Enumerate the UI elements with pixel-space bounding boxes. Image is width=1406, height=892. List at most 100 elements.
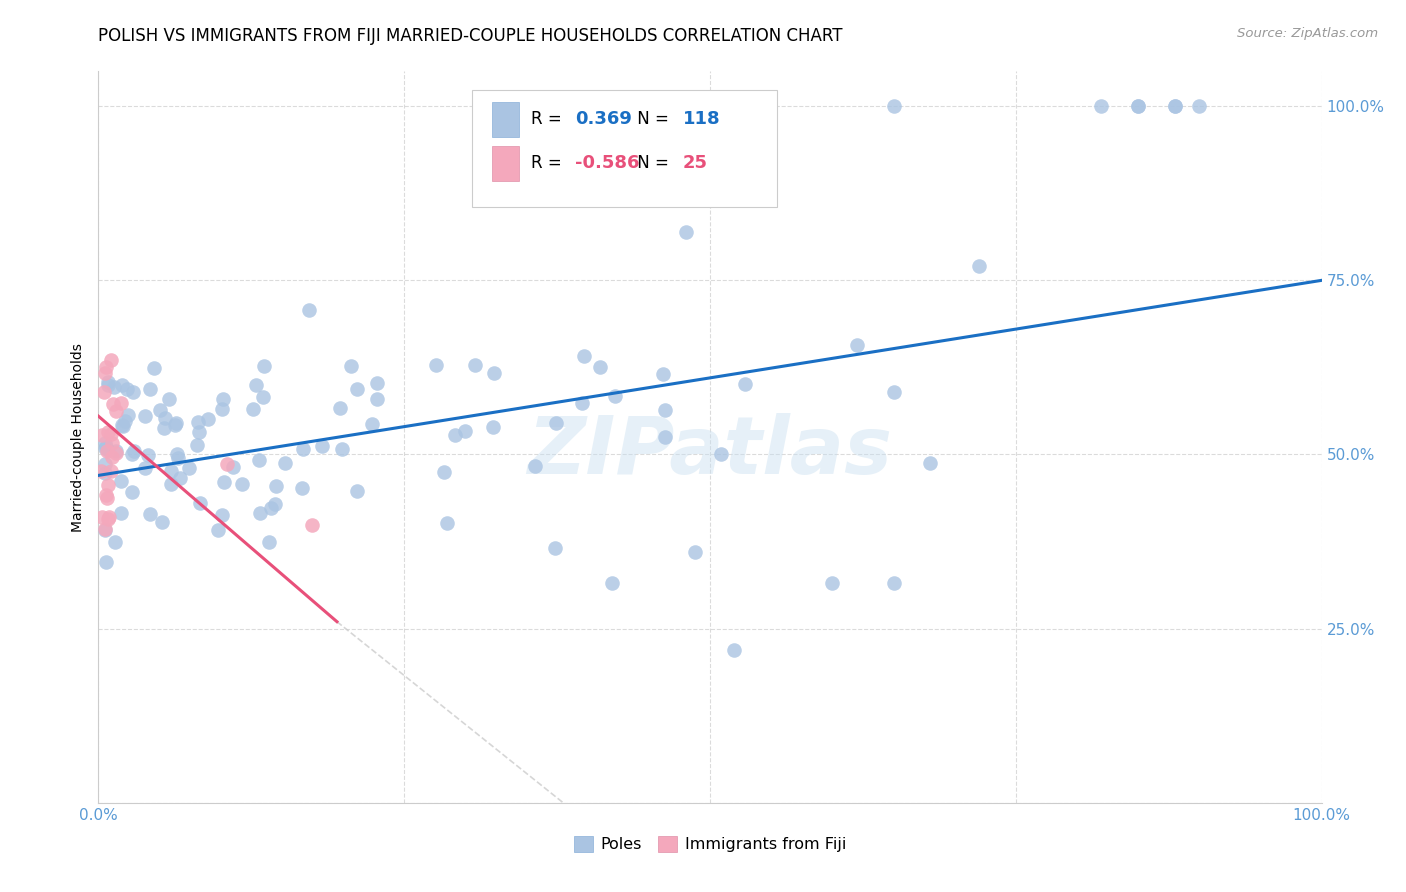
Point	[139, 382, 162, 396]
Point	[90, 464, 112, 478]
Point	[253, 359, 276, 374]
Point	[122, 444, 145, 458]
Point	[231, 477, 253, 491]
Point	[215, 457, 238, 471]
Text: N =: N =	[631, 153, 673, 172]
Point	[96, 440, 118, 454]
Point	[110, 506, 132, 520]
Text: POLISH VS IMMIGRANTS FROM FIJI MARRIED-COUPLE HOUSEHOLDS CORRELATION CHART: POLISH VS IMMIGRANTS FROM FIJI MARRIED-C…	[98, 27, 844, 45]
Point	[245, 378, 267, 392]
Point	[1090, 99, 1112, 113]
Point	[274, 456, 297, 470]
Point	[212, 392, 235, 406]
Point	[153, 421, 176, 435]
Point	[163, 418, 186, 433]
Point	[111, 378, 134, 392]
Point	[259, 534, 281, 549]
Point	[264, 479, 287, 493]
Legend: Poles, Immigrants from Fiji: Poles, Immigrants from Fiji	[568, 830, 852, 857]
Point	[339, 359, 361, 373]
Point	[260, 501, 283, 516]
Point	[883, 385, 905, 400]
FancyBboxPatch shape	[492, 102, 519, 137]
Point	[97, 425, 120, 439]
Point	[187, 425, 209, 439]
Point	[101, 436, 124, 450]
Point	[544, 416, 567, 430]
Point	[247, 453, 270, 467]
Point	[589, 360, 612, 375]
Point	[121, 485, 143, 500]
Point	[157, 392, 180, 407]
Point	[540, 148, 562, 162]
Point	[94, 366, 117, 380]
Point	[110, 395, 132, 409]
Point	[160, 477, 183, 491]
Point	[104, 445, 127, 459]
Point	[110, 474, 132, 488]
Point	[821, 576, 844, 591]
Point	[366, 376, 388, 390]
Point	[454, 424, 477, 438]
Point	[524, 458, 547, 473]
Point	[242, 402, 264, 417]
Point	[263, 497, 285, 511]
Point	[101, 397, 124, 411]
Point	[1128, 99, 1150, 113]
Point	[883, 576, 905, 591]
Point	[101, 450, 124, 464]
Text: 0.369: 0.369	[575, 110, 633, 128]
Point	[197, 411, 219, 425]
Point	[97, 512, 120, 526]
Point	[651, 367, 673, 381]
Point	[366, 392, 388, 406]
Point	[297, 302, 319, 317]
Point	[179, 461, 201, 475]
Point	[93, 441, 115, 455]
Point	[346, 382, 368, 396]
Point	[252, 390, 274, 404]
Point	[361, 417, 384, 432]
Point	[433, 465, 456, 479]
Point	[734, 377, 756, 392]
Point	[211, 508, 233, 523]
Point	[93, 436, 115, 450]
Point	[111, 418, 134, 433]
Point	[100, 427, 122, 442]
Point	[329, 401, 352, 416]
Point	[654, 402, 676, 417]
Point	[115, 382, 138, 396]
Point	[301, 518, 323, 533]
Point	[311, 439, 333, 453]
Y-axis label: Married-couple Households: Married-couple Households	[70, 343, 84, 532]
Point	[291, 481, 314, 495]
Point	[165, 416, 187, 430]
Point	[97, 375, 120, 389]
Point	[93, 523, 115, 537]
Point	[96, 491, 118, 506]
Point	[249, 506, 271, 520]
Point	[211, 401, 233, 416]
Point	[136, 448, 159, 462]
Point	[845, 338, 868, 352]
Point	[104, 535, 127, 549]
Point	[654, 430, 676, 444]
Text: ZIPatlas: ZIPatlas	[527, 413, 893, 491]
Point	[97, 442, 120, 457]
Point	[332, 442, 354, 457]
Point	[160, 464, 183, 478]
Point	[97, 378, 120, 392]
Point	[207, 523, 229, 537]
Point	[142, 361, 165, 376]
Point	[96, 488, 118, 502]
Point	[90, 427, 112, 442]
Point	[600, 190, 623, 204]
Point	[114, 414, 136, 428]
Point	[122, 385, 145, 400]
Point	[188, 496, 211, 510]
Text: 118: 118	[683, 110, 721, 128]
Point	[544, 541, 567, 556]
Point	[117, 408, 139, 422]
Point	[93, 457, 115, 471]
Point	[222, 459, 245, 474]
